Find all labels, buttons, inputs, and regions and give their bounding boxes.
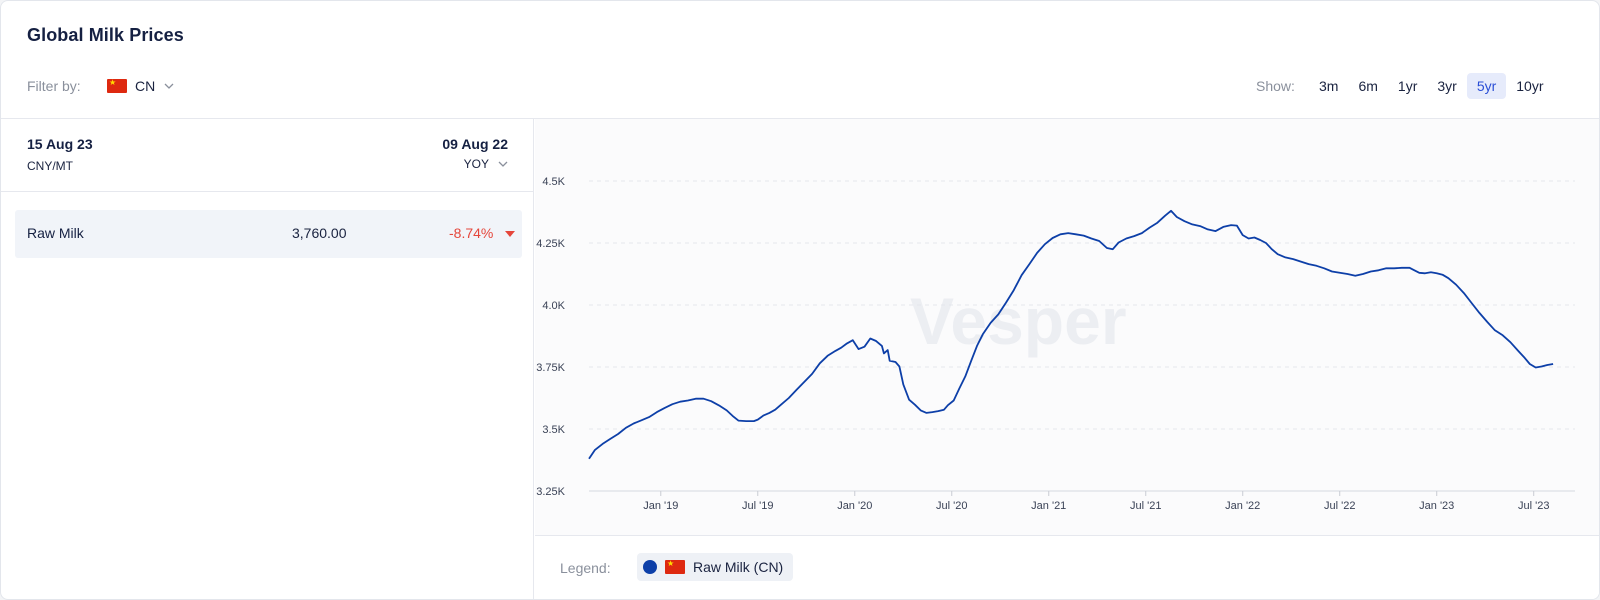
comparison-label: YOY bbox=[463, 157, 489, 171]
x-axis-ticks: Jan '19 Jul '19 Jan '20 Jul '20 Jan '21 Jul '… bbox=[643, 491, 1549, 512]
y-tick-label: 4.25K bbox=[536, 238, 565, 250]
grid-lines bbox=[589, 180, 1575, 492]
x-tick-label: Jul '21 bbox=[1130, 500, 1161, 512]
legend-item-label: Raw Milk (CN) bbox=[693, 559, 784, 575]
series-color-dot bbox=[643, 560, 657, 574]
x-tick-label: Jan '23 bbox=[1419, 500, 1454, 512]
legend-item-raw-milk[interactable]: ★ Raw Milk (CN) bbox=[637, 553, 794, 581]
line-chart-svg: Vesper 3.25K 3.5K 3.75K 4.0K 4.25K 4.5K Jan '… bbox=[536, 176, 1575, 512]
x-tick-label: Jan '20 bbox=[837, 500, 872, 512]
legend: Legend: ★ Raw Milk (CN) bbox=[535, 535, 1599, 599]
x-tick-label: Jan '19 bbox=[643, 500, 678, 512]
chevron-down-icon bbox=[498, 161, 508, 167]
range-3yr-button[interactable]: 3yr bbox=[1437, 78, 1457, 94]
series-line-raw-milk[interactable] bbox=[588, 209, 1554, 460]
range-10yr-button[interactable]: 10yr bbox=[1516, 78, 1544, 94]
legend-label: Legend: bbox=[560, 560, 611, 576]
china-flag-icon: ★ bbox=[107, 78, 127, 93]
show-label: Show: bbox=[1256, 78, 1295, 94]
y-axis-ticks: 3.25K 3.5K 3.75K 4.0K 4.25K 4.5K bbox=[536, 176, 565, 498]
y-tick-label: 4.0K bbox=[542, 300, 565, 312]
y-tick-label: 3.5K bbox=[542, 424, 565, 436]
price-chart: Vesper 3.25K 3.5K 3.75K 4.0K 4.25K 4.5K Jan '… bbox=[535, 119, 1599, 535]
unit-label: CNY/MT bbox=[27, 159, 73, 173]
product-price: 3,760.00 bbox=[292, 225, 347, 241]
start-date: 15 Aug 23 bbox=[27, 136, 93, 152]
x-tick-label: Jan '21 bbox=[1031, 500, 1066, 512]
china-flag-icon: ★ bbox=[665, 559, 685, 574]
range-3m-button[interactable]: 3m bbox=[1319, 78, 1339, 94]
table-row[interactable]: Raw Milk 3,760.00 -8.74% bbox=[15, 210, 522, 258]
comparison-date: 09 Aug 22 bbox=[442, 136, 508, 152]
product-name: Raw Milk bbox=[27, 225, 84, 241]
header-divider bbox=[1, 118, 1599, 119]
comparison-dropdown[interactable]: YOY bbox=[464, 157, 509, 171]
summary-divider bbox=[1, 191, 534, 192]
country-code: CN bbox=[135, 78, 156, 94]
down-arrow-icon bbox=[505, 231, 515, 237]
watermark-text: Vesper bbox=[910, 284, 1127, 358]
range-5yr-button[interactable]: 5yr bbox=[1466, 73, 1507, 99]
x-tick-label: Jan '22 bbox=[1225, 500, 1260, 512]
chevron-down-icon bbox=[164, 83, 174, 89]
x-tick-label: Jul '20 bbox=[936, 500, 967, 512]
x-tick-label: Jul '23 bbox=[1518, 500, 1549, 512]
x-tick-label: Jul '19 bbox=[742, 500, 773, 512]
y-tick-label: 4.5K bbox=[542, 176, 565, 188]
x-tick-label: Jul '22 bbox=[1324, 500, 1355, 512]
country-filter-dropdown[interactable]: ★ CN bbox=[107, 75, 175, 97]
y-tick-label: 3.25K bbox=[536, 486, 565, 498]
summary-panel: 15 Aug 23 CNY/MT 09 Aug 22 YOY Raw Milk … bbox=[1, 119, 534, 599]
y-tick-label: 3.75K bbox=[536, 362, 565, 374]
range-selector: 3m 6m 1yr 3yr 5yr 10yr bbox=[1309, 73, 1554, 99]
filter-label: Filter by: bbox=[27, 78, 81, 94]
page-title: Global Milk Prices bbox=[27, 25, 184, 45]
range-1yr-button[interactable]: 1yr bbox=[1397, 78, 1418, 94]
series-group bbox=[588, 209, 1554, 460]
range-6m-button[interactable]: 6m bbox=[1358, 78, 1378, 94]
price-change: -8.74% bbox=[449, 225, 494, 241]
